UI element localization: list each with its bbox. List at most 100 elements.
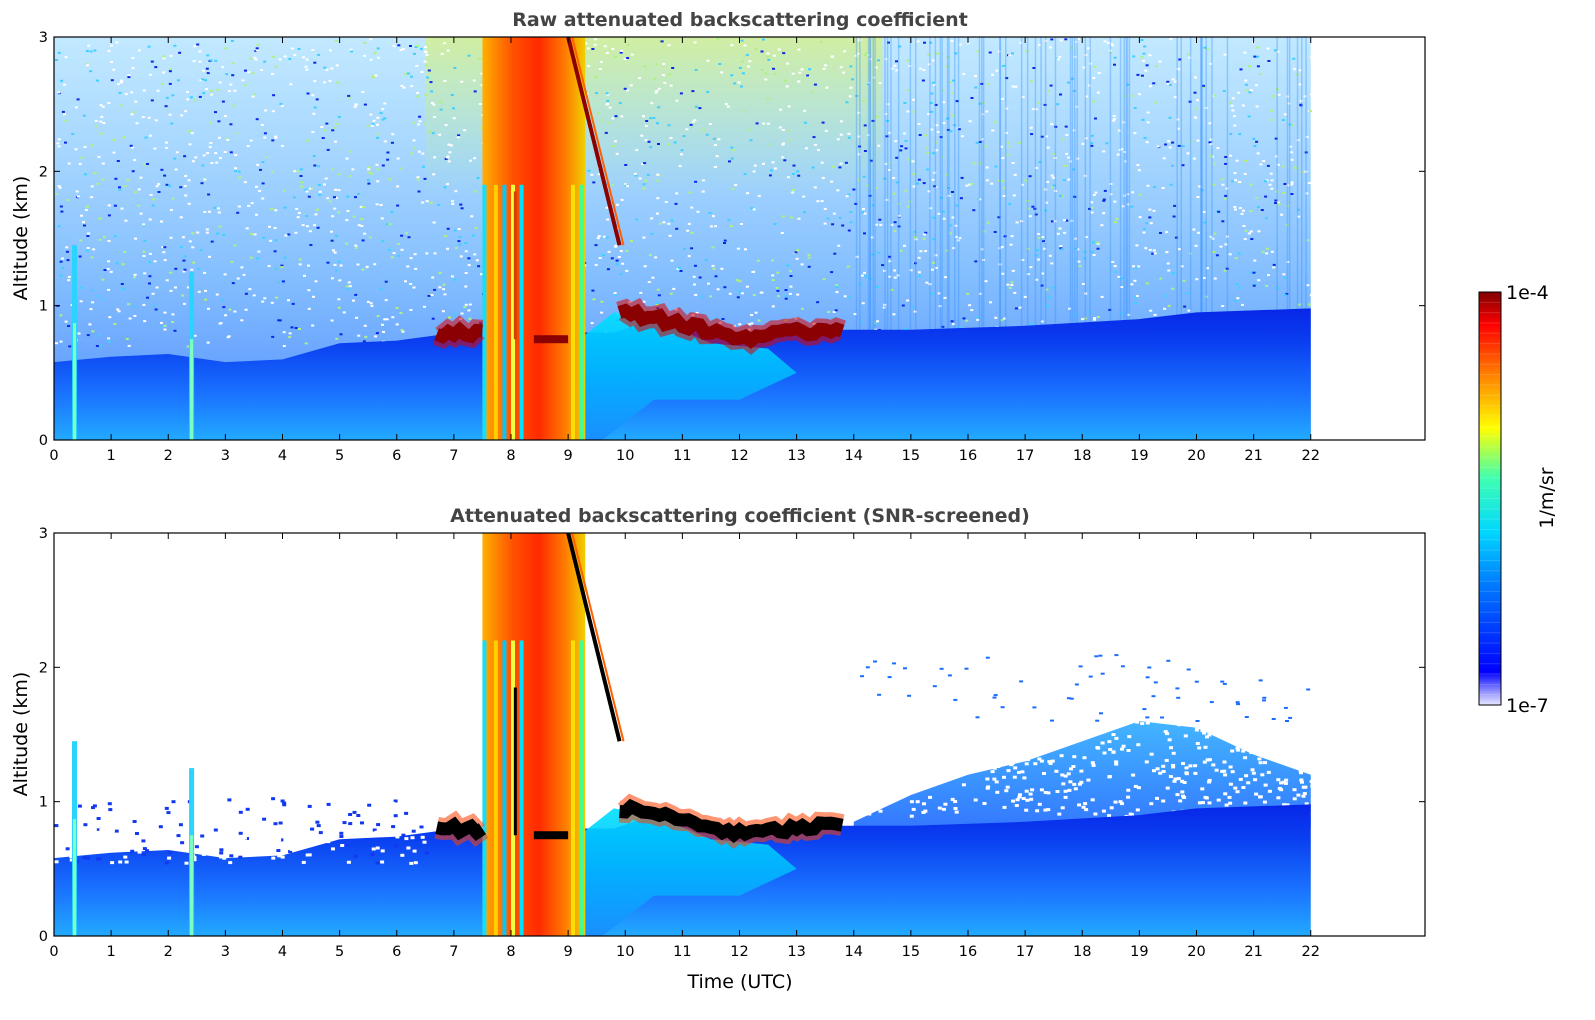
gap <box>1244 711 1249 714</box>
sparse-pixel <box>865 666 870 669</box>
speckle <box>690 231 694 234</box>
gap <box>1222 769 1227 773</box>
speckle <box>312 155 316 158</box>
x-tick-label: 13 <box>787 448 805 464</box>
speckle <box>615 259 619 262</box>
speckle <box>958 326 962 329</box>
speckle <box>1127 313 1131 316</box>
gap <box>423 807 428 811</box>
speckle <box>1087 47 1090 50</box>
gap <box>873 801 878 805</box>
speckle <box>233 89 237 92</box>
speckle <box>203 271 207 274</box>
speckle <box>460 207 464 210</box>
speckle <box>1288 123 1292 126</box>
speckle <box>444 235 448 238</box>
gap <box>418 828 423 832</box>
gap <box>1136 786 1141 790</box>
gap <box>124 860 129 864</box>
gap <box>953 774 958 778</box>
speckle <box>1233 206 1237 208</box>
speckle <box>221 100 225 103</box>
speckle <box>309 244 313 246</box>
gap <box>911 807 916 811</box>
speckle <box>1225 235 1229 238</box>
speckle <box>123 185 127 188</box>
speckle <box>106 268 110 270</box>
speckle <box>897 202 901 205</box>
gap <box>413 861 418 865</box>
gap <box>1021 797 1026 800</box>
speckle <box>929 101 933 104</box>
speckle <box>142 255 146 257</box>
speckle <box>807 256 811 259</box>
speckle <box>1178 248 1181 251</box>
speckle <box>1188 100 1192 103</box>
gap <box>1079 769 1084 773</box>
gap <box>1136 743 1141 747</box>
speckle <box>823 222 827 225</box>
speckle <box>1051 152 1055 155</box>
gap <box>404 837 409 841</box>
speckle <box>357 334 361 337</box>
gap <box>979 722 984 726</box>
speckle <box>129 144 133 147</box>
speckle <box>1271 95 1275 98</box>
gap <box>227 798 232 802</box>
speckle <box>1148 216 1152 219</box>
speckle <box>448 151 452 154</box>
gap <box>99 828 104 831</box>
speckle <box>409 257 413 260</box>
precip-stripe <box>579 640 584 936</box>
gap <box>228 861 233 865</box>
speckle <box>412 121 416 124</box>
speckle <box>769 143 773 146</box>
speckle <box>1228 154 1232 157</box>
speckle <box>171 94 175 97</box>
speckle <box>1209 235 1213 238</box>
speckle <box>995 69 999 72</box>
speckle <box>998 263 1002 266</box>
speckle <box>345 219 349 222</box>
speckle <box>381 164 385 167</box>
gap <box>380 860 385 864</box>
speckle <box>1090 211 1094 214</box>
gap <box>1258 761 1263 765</box>
speckle <box>1041 236 1045 238</box>
gap <box>273 822 278 826</box>
speckle <box>64 141 67 144</box>
speckle <box>835 291 839 294</box>
speckle <box>888 255 892 258</box>
speckle <box>1223 269 1227 272</box>
speckle <box>281 144 284 147</box>
speckle <box>949 130 953 133</box>
speckle <box>620 49 624 52</box>
speckle <box>946 128 950 131</box>
speckle <box>386 158 390 161</box>
speckle <box>1193 91 1197 94</box>
speckle <box>305 215 309 218</box>
gap <box>912 755 917 759</box>
speckle <box>904 327 907 330</box>
speckle <box>983 145 987 148</box>
gap <box>904 790 909 793</box>
speckle <box>1093 317 1097 319</box>
speckle <box>472 234 476 237</box>
gap <box>1006 753 1011 757</box>
speckle <box>1038 236 1042 239</box>
speckle <box>244 308 248 311</box>
speckle <box>1203 277 1206 279</box>
speckle <box>333 126 337 129</box>
speckle <box>1026 199 1030 202</box>
gap <box>1207 778 1212 782</box>
gap <box>995 744 1000 748</box>
speckle <box>110 60 114 63</box>
speckle <box>847 296 851 299</box>
speckle <box>429 81 433 84</box>
gap <box>158 803 163 807</box>
speckle <box>64 119 68 122</box>
speckle <box>376 315 380 318</box>
speckle <box>283 256 287 259</box>
speckle <box>131 57 135 60</box>
speckle <box>107 214 111 217</box>
